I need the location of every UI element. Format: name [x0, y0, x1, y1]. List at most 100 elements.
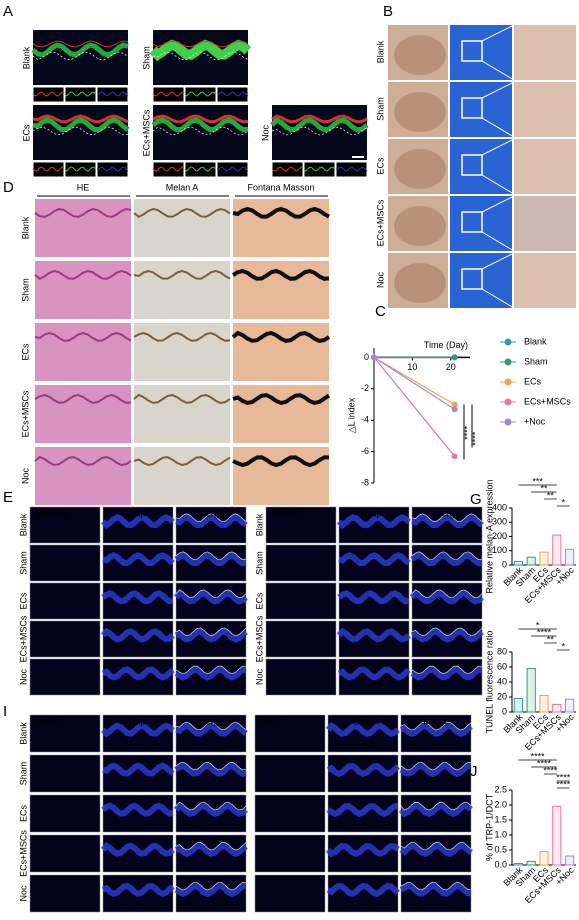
tissue-green	[270, 116, 369, 133]
dapi-signal	[174, 628, 248, 643]
micrograph	[411, 544, 483, 582]
micrograph	[265, 582, 337, 620]
row-label: Sham	[20, 278, 30, 302]
micrograph	[272, 105, 367, 160]
dapi-signal	[174, 762, 247, 777]
epidermis-red	[271, 114, 368, 124]
bar	[526, 556, 536, 566]
row-label: ECs+MSCs	[375, 199, 385, 246]
dapi-signal	[337, 590, 410, 605]
row-label: Blank	[21, 46, 31, 69]
sig-label: *	[561, 641, 565, 651]
merge-line	[411, 589, 483, 599]
sub-image	[96, 86, 129, 103]
dapi-signal	[398, 802, 473, 818]
photo-blue	[450, 196, 512, 251]
epidermis	[34, 455, 132, 466]
dapi-signal	[399, 842, 474, 857]
tissue-green	[31, 42, 129, 58]
column-header: Merge	[198, 716, 224, 726]
y-tick-label: 40	[497, 676, 507, 686]
dapi-signal	[101, 802, 174, 817]
bar	[513, 560, 523, 566]
row-label: ECs+MSCs	[18, 830, 28, 877]
micrograph	[29, 834, 101, 873]
sub-image	[184, 86, 217, 103]
bar	[552, 806, 562, 866]
epidermis-red	[32, 114, 129, 124]
sub-image	[303, 161, 336, 178]
column-header: DCT	[261, 716, 280, 726]
point	[451, 406, 458, 413]
y-axis-label: △L index	[346, 397, 356, 433]
legend-label: +Noc	[524, 416, 546, 426]
merge-line	[175, 551, 247, 560]
micrograph	[29, 794, 101, 833]
dapi-signal	[336, 514, 412, 530]
micrograph	[400, 794, 472, 833]
dapi-signal	[102, 552, 175, 567]
sub-image	[335, 161, 368, 178]
histology	[35, 385, 131, 443]
row-label: Sham	[375, 97, 385, 121]
y-tick-label: -2	[361, 383, 369, 393]
merge-line	[400, 721, 472, 731]
micrograph	[400, 834, 472, 873]
sig-label: **	[540, 483, 548, 493]
merge-line	[411, 513, 483, 522]
epidermis	[133, 269, 231, 280]
bar	[513, 863, 523, 866]
point	[451, 401, 458, 408]
row-label: Sham	[18, 551, 28, 575]
sub-signal	[152, 166, 185, 172]
photo-blue	[450, 253, 512, 308]
column-header: Merge	[198, 508, 224, 518]
sub-image	[216, 161, 249, 178]
merge-line	[400, 762, 472, 771]
sig-label: ****	[470, 431, 480, 446]
epidermis-red	[32, 40, 129, 48]
micrograph	[254, 794, 326, 833]
photo-blue	[450, 82, 512, 137]
histology	[35, 261, 131, 319]
micrograph	[29, 582, 101, 620]
sub-signal	[32, 166, 65, 172]
sub-signal	[184, 166, 217, 172]
point	[451, 354, 458, 361]
dapi-signal	[175, 514, 248, 529]
micrograph	[265, 544, 337, 582]
x-tick-label: 20	[446, 362, 456, 372]
dapi-signal	[410, 552, 483, 567]
epidermis	[133, 331, 231, 342]
micrograph	[175, 714, 247, 753]
micrograph	[102, 506, 174, 544]
micrograph	[338, 544, 410, 582]
y-tick-label: 0	[364, 352, 369, 362]
point	[451, 453, 458, 460]
row-label: ECs	[20, 343, 30, 361]
bar	[539, 551, 549, 566]
bar	[565, 855, 575, 866]
dapi-signal	[326, 882, 401, 897]
panel-letter: J	[470, 763, 478, 780]
point	[371, 354, 377, 361]
dapi-signal	[101, 882, 175, 898]
zoom-line	[481, 252, 515, 270]
zoom-line	[481, 81, 515, 99]
micrograph	[33, 105, 128, 160]
roi-box	[461, 40, 483, 62]
merge-line	[411, 665, 483, 675]
zoom-line	[481, 231, 515, 252]
row-label: ECs+MSCs	[20, 390, 30, 437]
y-axis-label: % of TRP-1/DCT	[484, 793, 494, 861]
micrograph	[102, 754, 174, 793]
photo-zoom	[514, 25, 576, 80]
y-tick-label: 1.0	[494, 829, 507, 839]
histology	[134, 261, 230, 319]
micrograph	[175, 506, 247, 544]
sig-label: **	[547, 490, 555, 500]
bar	[526, 668, 536, 713]
dapi-signal	[399, 882, 472, 897]
dapi-signal	[409, 589, 485, 605]
